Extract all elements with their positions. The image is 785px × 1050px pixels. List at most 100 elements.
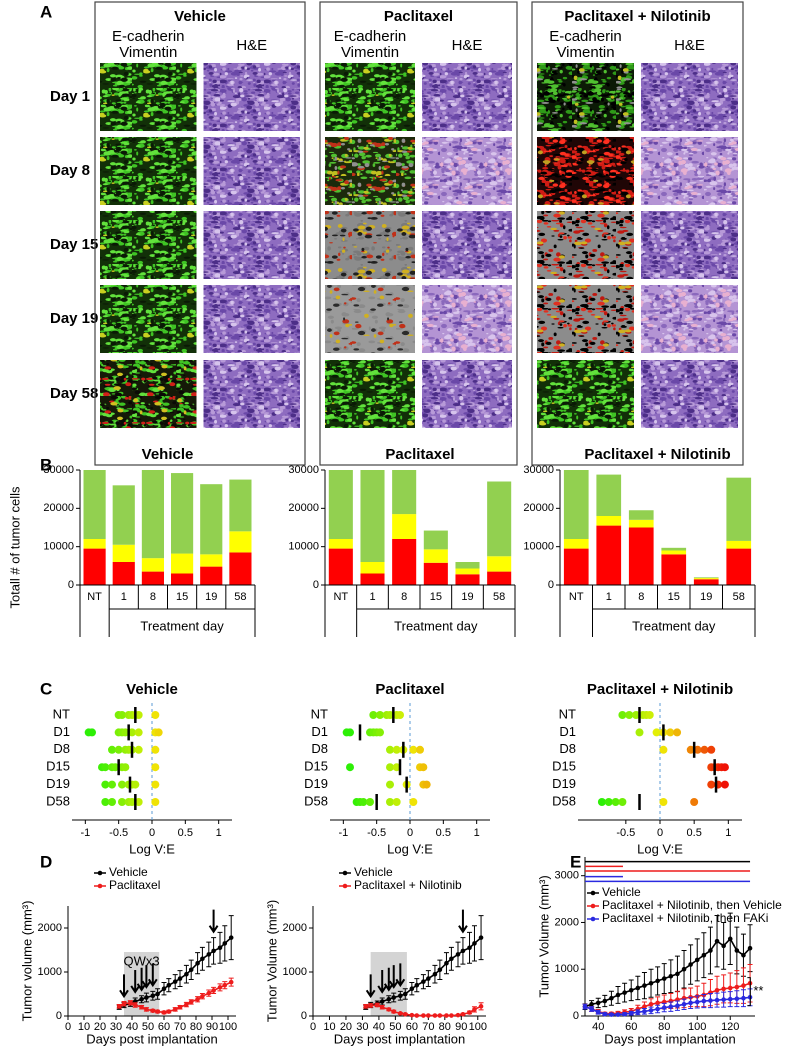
bar-segment bbox=[661, 550, 687, 555]
x-axis-label: Days post implantation bbox=[604, 1031, 736, 1046]
data-point bbox=[609, 1012, 614, 1017]
bar-segment bbox=[112, 544, 135, 562]
data-point bbox=[432, 1013, 438, 1018]
bar-segment bbox=[563, 548, 589, 585]
dot bbox=[618, 711, 627, 719]
dot bbox=[88, 728, 96, 737]
x-axis-label: Days post implantation bbox=[334, 1031, 466, 1046]
data-point bbox=[681, 1002, 687, 1007]
bar-segment bbox=[423, 530, 448, 550]
data-point bbox=[398, 1011, 403, 1016]
dot bbox=[419, 763, 428, 772]
data-point bbox=[188, 967, 194, 973]
data-point bbox=[609, 995, 614, 1001]
significance-label: ** bbox=[753, 983, 763, 998]
data-point bbox=[589, 1006, 594, 1012]
marker-label: E-cadherin bbox=[334, 28, 407, 45]
x-tick-label: NT bbox=[569, 591, 584, 603]
x-tick-label: 19 bbox=[205, 591, 217, 603]
y-tick-label: 10000 bbox=[43, 541, 74, 553]
dot bbox=[409, 745, 418, 754]
dot bbox=[131, 780, 140, 789]
bar-segment bbox=[200, 566, 223, 585]
data-point bbox=[155, 991, 160, 997]
bar-segment bbox=[360, 562, 385, 574]
bar-segment bbox=[392, 514, 417, 539]
data-point bbox=[602, 1011, 608, 1017]
data-point bbox=[721, 943, 726, 949]
data-point bbox=[648, 980, 654, 986]
bar-segment bbox=[392, 539, 417, 585]
x-tick-label: -1 bbox=[80, 827, 90, 839]
dot bbox=[611, 798, 620, 806]
fluorescence-image bbox=[325, 285, 415, 353]
data-point bbox=[589, 1002, 594, 1007]
data-point bbox=[206, 990, 212, 996]
x-tick-label: 60 bbox=[406, 1021, 418, 1033]
data-point bbox=[139, 996, 144, 1002]
he-image bbox=[641, 285, 738, 353]
x-tick-label: -0.5 bbox=[616, 827, 635, 839]
data-point bbox=[139, 1004, 144, 1010]
data-point bbox=[144, 1007, 149, 1012]
dot bbox=[720, 780, 729, 789]
dot bbox=[645, 711, 654, 719]
category-label: D1 bbox=[53, 724, 70, 739]
dot bbox=[108, 745, 116, 754]
data-point bbox=[437, 1013, 443, 1018]
data-point bbox=[734, 948, 740, 953]
data-point bbox=[132, 1002, 138, 1008]
data-point bbox=[363, 1004, 369, 1009]
he-image bbox=[641, 63, 738, 131]
data-point bbox=[635, 1009, 641, 1015]
legend-label: Paclitaxel bbox=[109, 878, 160, 892]
he-image bbox=[203, 360, 300, 428]
bar-segment bbox=[487, 571, 512, 585]
fluorescence-image bbox=[537, 137, 634, 205]
data-point bbox=[714, 987, 720, 993]
data-point bbox=[694, 999, 700, 1005]
chart-title: Paclitaxel bbox=[375, 681, 444, 698]
y-tick-label: 30000 bbox=[43, 464, 74, 476]
data-point bbox=[747, 945, 753, 951]
dot bbox=[118, 780, 126, 789]
dot bbox=[659, 798, 668, 806]
data-point bbox=[615, 992, 621, 998]
x-tick-label: -0.5 bbox=[109, 827, 128, 839]
category-label: D15 bbox=[304, 759, 328, 774]
y-tick-label: 2000 bbox=[555, 916, 579, 928]
data-point bbox=[648, 1008, 654, 1013]
category-label: D58 bbox=[46, 793, 70, 808]
column-title: Vehicle bbox=[174, 8, 226, 25]
data-point bbox=[478, 935, 484, 940]
data-point bbox=[694, 957, 700, 963]
x-tick-label: 40 bbox=[592, 1021, 604, 1033]
chart-title: Paclitaxel bbox=[385, 446, 454, 463]
data-point bbox=[374, 1002, 380, 1008]
dot bbox=[121, 763, 130, 772]
data-point bbox=[472, 941, 477, 946]
dot bbox=[604, 798, 613, 806]
data-point bbox=[628, 1010, 634, 1016]
x-axis-label: Treatment day bbox=[394, 618, 478, 633]
dosing-arrow bbox=[377, 969, 388, 994]
data-point bbox=[386, 1007, 392, 1012]
data-point bbox=[121, 1001, 127, 1006]
he-image bbox=[422, 211, 512, 279]
data-point bbox=[200, 956, 205, 962]
x-tick-label: 20 bbox=[340, 1021, 352, 1033]
bar-segment bbox=[112, 485, 135, 545]
data-point bbox=[222, 941, 228, 946]
bar-segment bbox=[487, 481, 512, 557]
x-tick-label: 8 bbox=[638, 591, 644, 603]
y-tick-label: 0 bbox=[548, 579, 554, 591]
dot bbox=[707, 745, 716, 754]
fluorescence-image bbox=[100, 63, 197, 131]
dot bbox=[659, 745, 668, 754]
x-tick-label: 40 bbox=[373, 1021, 385, 1033]
bar-segment bbox=[229, 552, 252, 585]
legend-marker bbox=[342, 883, 348, 889]
data-point bbox=[421, 1013, 426, 1018]
data-point bbox=[642, 983, 647, 988]
data-point bbox=[472, 1007, 477, 1012]
